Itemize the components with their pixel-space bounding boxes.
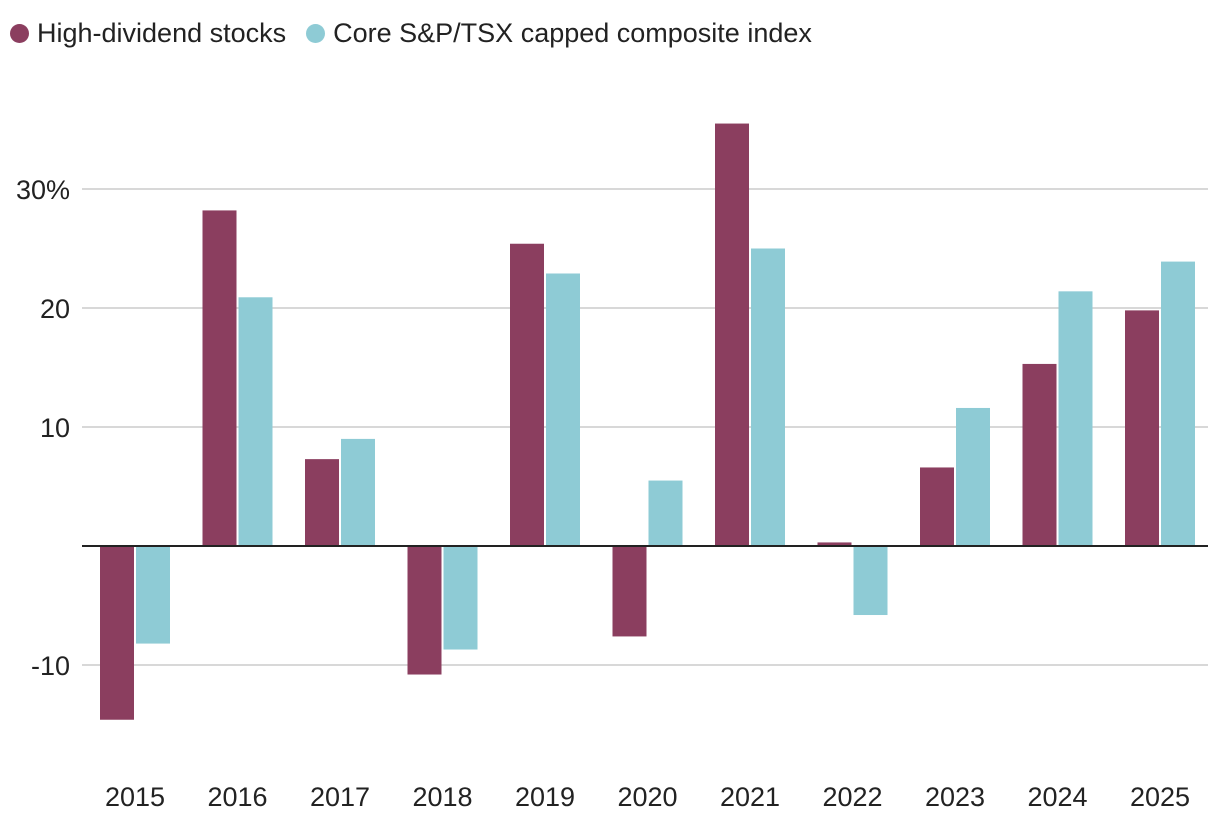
bar-high-dividend-2023 [920, 467, 954, 546]
bar-core-index-2019 [546, 273, 580, 546]
bar-core-index-2025 [1161, 261, 1195, 546]
bar-high-dividend-2015 [100, 546, 134, 720]
y-tick-label: -10 [31, 651, 70, 681]
bar-core-index-2017 [341, 438, 375, 546]
legend-label-high-dividend: High-dividend stocks [37, 18, 287, 48]
x-tick-label: 2021 [720, 782, 780, 812]
bar-core-index-2016 [238, 297, 273, 546]
bar-core-index-2023 [956, 407, 990, 546]
y-tick-label: 30% [16, 175, 70, 205]
y-tick-label: 10 [40, 413, 70, 443]
legend-swatch-high-dividend [10, 24, 29, 43]
bar-core-index-2024 [1058, 291, 1093, 546]
bar-core-index-2015 [136, 546, 170, 644]
legend-label-core-index: Core S&P/TSX capped composite index [333, 18, 812, 48]
x-tick-label: 2023 [925, 782, 985, 812]
x-tick-label: 2022 [822, 782, 882, 812]
legend-item-core-index: Core S&P/TSX capped composite index [306, 18, 812, 49]
bar-high-dividend-2024 [1022, 363, 1057, 546]
x-tick-label: 2019 [515, 782, 575, 812]
bar-core-index-2021 [751, 248, 785, 546]
bar-core-index-2022 [853, 546, 888, 616]
x-tick-label: 2016 [207, 782, 267, 812]
x-tick-label: 2015 [105, 782, 165, 812]
bar-core-index-2018 [443, 546, 478, 650]
x-tick-label: 2017 [310, 782, 370, 812]
legend-item-high-dividend: High-dividend stocks [10, 18, 286, 49]
bar-high-dividend-2025 [1125, 310, 1159, 546]
y-tick-label: 20 [40, 294, 70, 324]
bar-high-dividend-2016 [202, 210, 237, 547]
x-tick-label: 2020 [617, 782, 677, 812]
bar-high-dividend-2018 [407, 546, 442, 675]
x-tick-label: 2025 [1130, 782, 1190, 812]
x-tick-label: 2024 [1027, 782, 1087, 812]
bar-high-dividend-2017 [305, 459, 339, 546]
bar-high-dividend-2021 [715, 123, 749, 547]
bar-high-dividend-2022 [817, 542, 852, 546]
legend: High-dividend stocks Core S&P/TSX capped… [10, 18, 832, 49]
legend-swatch-core-index [306, 24, 326, 43]
bar-high-dividend-2019 [510, 243, 544, 547]
bar-high-dividend-2020 [612, 546, 647, 637]
bar-core-index-2020 [648, 480, 683, 546]
x-tick-label: 2018 [412, 782, 472, 812]
